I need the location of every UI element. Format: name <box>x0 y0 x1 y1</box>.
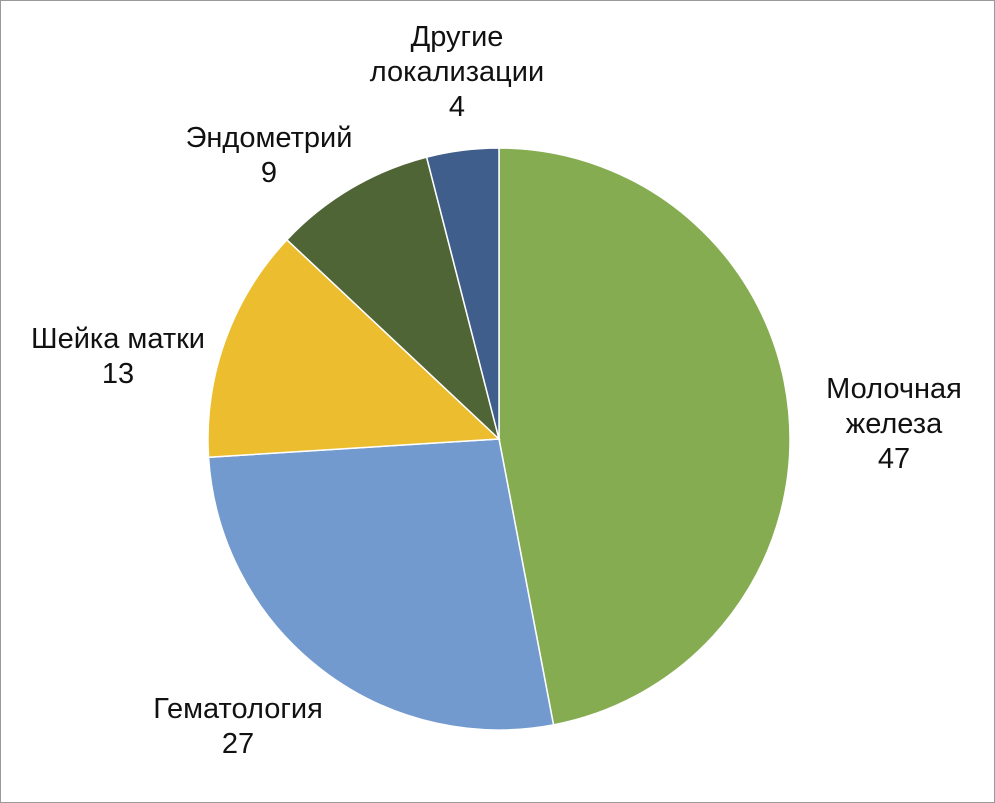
slice-labels: Молочная железа 47 Гематология 27 Шейка матки… <box>31 21 962 760</box>
slice-value-5: 4 <box>449 91 465 123</box>
slice-value-2: 27 <box>222 728 254 760</box>
slice-name-line: Гематология <box>153 693 323 725</box>
slice-name-line: Другие <box>411 21 504 53</box>
pie-slices <box>207 147 791 731</box>
slice-label-2: Гематология 27 <box>153 693 323 760</box>
slice-value-3: 13 <box>102 358 134 390</box>
slice-name-line: Шейка матки <box>31 323 205 355</box>
slice-name-line: Эндометрий <box>186 122 353 154</box>
slice-name-line: железа <box>846 408 943 440</box>
slice-label-1: Молочная железа 47 <box>826 373 962 475</box>
pie-slice-3 <box>207 238 501 459</box>
slice-value-4: 9 <box>261 157 277 189</box>
slice-name-line: локализации <box>370 56 544 88</box>
pie-slice-4 <box>285 156 501 442</box>
slice-label-5: Другие локализации 4 <box>370 21 544 123</box>
slice-name-line: Молочная <box>826 373 962 405</box>
pie-slice-5 <box>425 147 500 440</box>
pie-slice-2 <box>207 438 555 731</box>
pie-slice-1 <box>498 147 791 726</box>
slice-label-3: Шейка матки 13 <box>31 323 205 390</box>
slice-value-1: 47 <box>878 443 910 475</box>
slice-label-4: Эндометрий 9 <box>186 122 353 189</box>
